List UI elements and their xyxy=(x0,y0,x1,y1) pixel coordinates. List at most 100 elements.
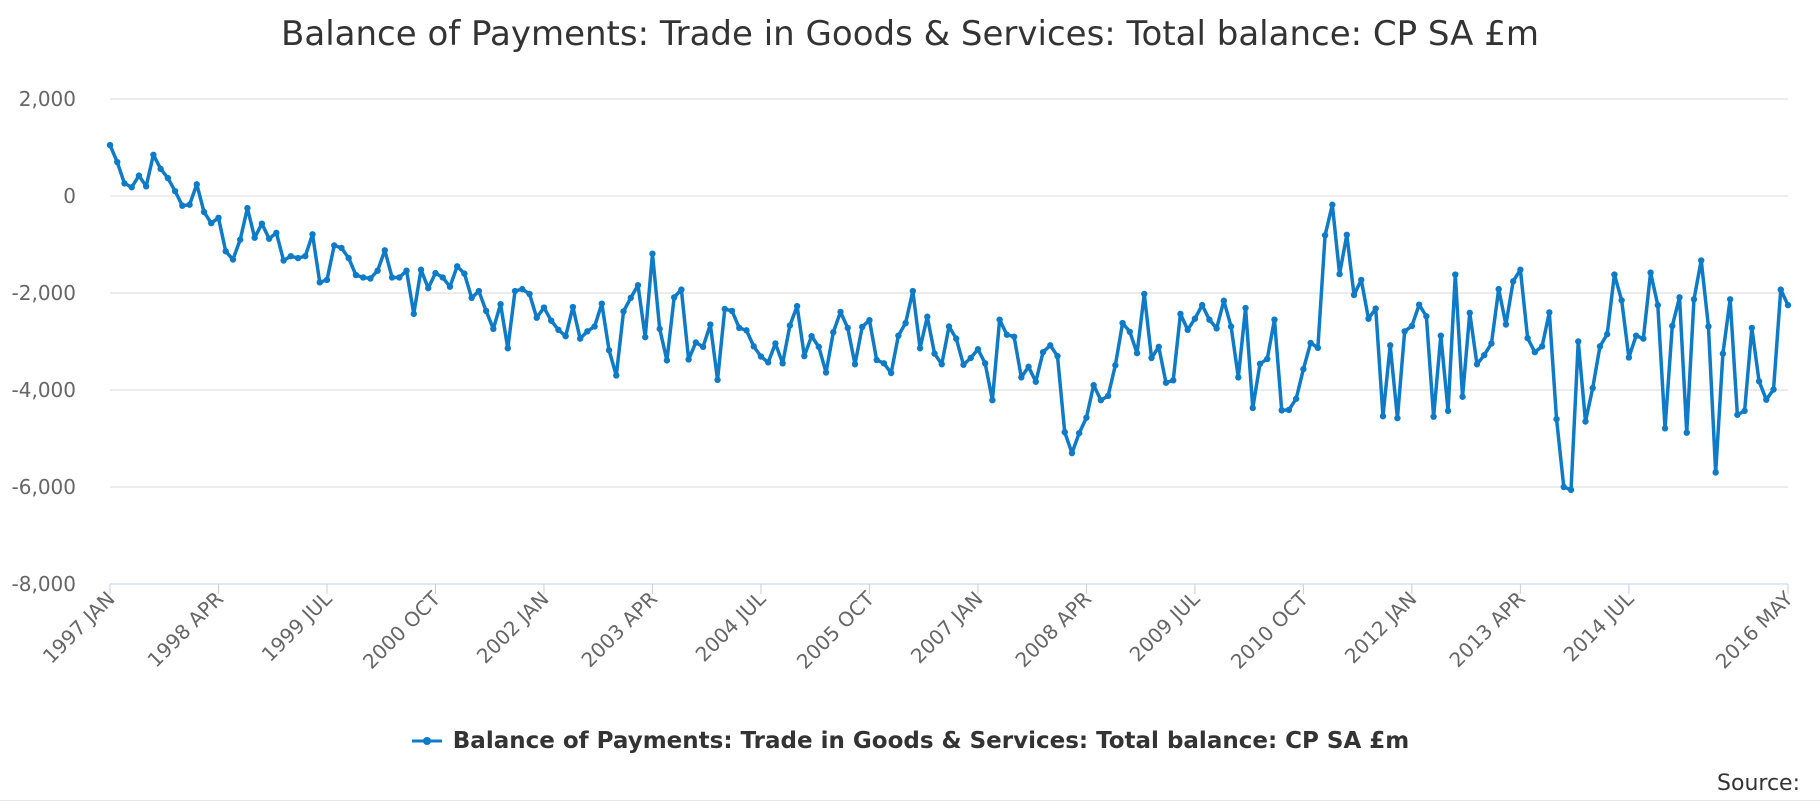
data-point xyxy=(1719,350,1727,357)
data-point xyxy=(1126,328,1134,335)
data-point xyxy=(721,305,728,313)
data-point xyxy=(1567,486,1575,494)
data-point xyxy=(1495,285,1502,293)
data-point xyxy=(1061,428,1068,436)
data-point xyxy=(1784,301,1792,309)
data-point xyxy=(222,248,229,255)
data-point xyxy=(584,328,591,335)
data-point xyxy=(504,345,511,352)
data-point xyxy=(244,204,251,212)
y-tick-label: -8,000 xyxy=(12,572,76,596)
y-tick-label: -2,000 xyxy=(12,281,76,305)
data-point xyxy=(396,274,403,281)
data-point xyxy=(830,329,837,336)
data-point xyxy=(685,356,692,363)
data-point xyxy=(1047,342,1054,349)
data-point xyxy=(1770,386,1777,393)
data-point xyxy=(1083,414,1090,421)
data-point xyxy=(1589,384,1596,392)
data-point xyxy=(1249,404,1256,412)
data-point xyxy=(403,267,410,274)
data-point xyxy=(1560,483,1567,491)
data-point xyxy=(193,181,200,188)
data-point xyxy=(880,360,888,367)
data-point xyxy=(1669,322,1676,330)
data-point xyxy=(475,287,483,295)
data-point xyxy=(555,326,562,334)
x-tick-label: 2000 OCT xyxy=(358,586,446,674)
data-point xyxy=(793,302,801,310)
data-point xyxy=(1603,331,1611,338)
data-point xyxy=(381,247,389,254)
data-point xyxy=(663,357,671,364)
data-point xyxy=(258,220,266,227)
data-point xyxy=(540,304,548,311)
data-point xyxy=(1531,348,1539,356)
data-point xyxy=(772,340,779,347)
data-point xyxy=(1582,418,1589,425)
data-point xyxy=(1054,352,1061,360)
data-point xyxy=(533,314,540,321)
data-point xyxy=(1647,269,1654,276)
data-point xyxy=(171,187,179,195)
data-point xyxy=(1473,361,1481,368)
data-point xyxy=(142,183,150,190)
legend-item[interactable]: Balance of Payments: Trade in Goods & Se… xyxy=(411,728,1409,754)
data-point xyxy=(1068,449,1076,457)
y-tick-label: 2,000 xyxy=(19,87,76,111)
data-point xyxy=(1726,296,1734,303)
data-point xyxy=(605,347,613,354)
data-point xyxy=(656,325,663,333)
data-point xyxy=(1321,232,1329,239)
data-point xyxy=(613,372,620,379)
data-point xyxy=(157,165,164,173)
data-point xyxy=(1097,396,1105,404)
data-point xyxy=(1415,301,1423,308)
data-point xyxy=(591,323,598,330)
data-point xyxy=(121,180,128,187)
data-point xyxy=(1654,301,1662,309)
data-point xyxy=(1546,309,1553,316)
data-point xyxy=(960,361,967,368)
data-point xyxy=(1437,332,1445,339)
data-point xyxy=(1162,379,1170,386)
data-point xyxy=(1350,291,1358,299)
data-point xyxy=(417,266,425,273)
data-point xyxy=(678,286,685,293)
data-point xyxy=(106,141,114,149)
data-point xyxy=(439,274,446,281)
data-point xyxy=(1003,331,1011,338)
data-point xyxy=(743,327,750,334)
data-point xyxy=(1553,415,1560,423)
data-point xyxy=(388,274,396,281)
x-tick-label: 2007 JAN xyxy=(906,587,988,669)
data-point xyxy=(1141,290,1148,298)
data-point xyxy=(352,271,360,279)
data-point xyxy=(425,284,432,292)
data-point xyxy=(692,339,700,346)
data-point xyxy=(215,214,222,222)
data-point xyxy=(287,252,295,260)
data-point xyxy=(1256,360,1264,368)
data-point xyxy=(1119,319,1126,327)
data-point xyxy=(981,360,989,367)
data-point xyxy=(468,294,475,302)
data-point xyxy=(707,321,714,328)
x-tick-label: 2013 APR xyxy=(1444,587,1530,673)
x-tick-label: 2002 JAN xyxy=(472,587,554,669)
data-point xyxy=(1755,378,1763,385)
data-point xyxy=(135,172,143,179)
data-point xyxy=(873,356,880,364)
data-point xyxy=(764,359,772,366)
data-point xyxy=(859,323,866,331)
data-point xyxy=(1343,231,1351,238)
data-point xyxy=(1307,339,1314,347)
data-point xyxy=(989,396,996,404)
data-point xyxy=(924,313,931,320)
data-point xyxy=(815,343,823,351)
data-point xyxy=(931,350,938,357)
data-point xyxy=(1509,278,1517,285)
data-point xyxy=(1025,363,1032,370)
data-point xyxy=(236,236,244,243)
